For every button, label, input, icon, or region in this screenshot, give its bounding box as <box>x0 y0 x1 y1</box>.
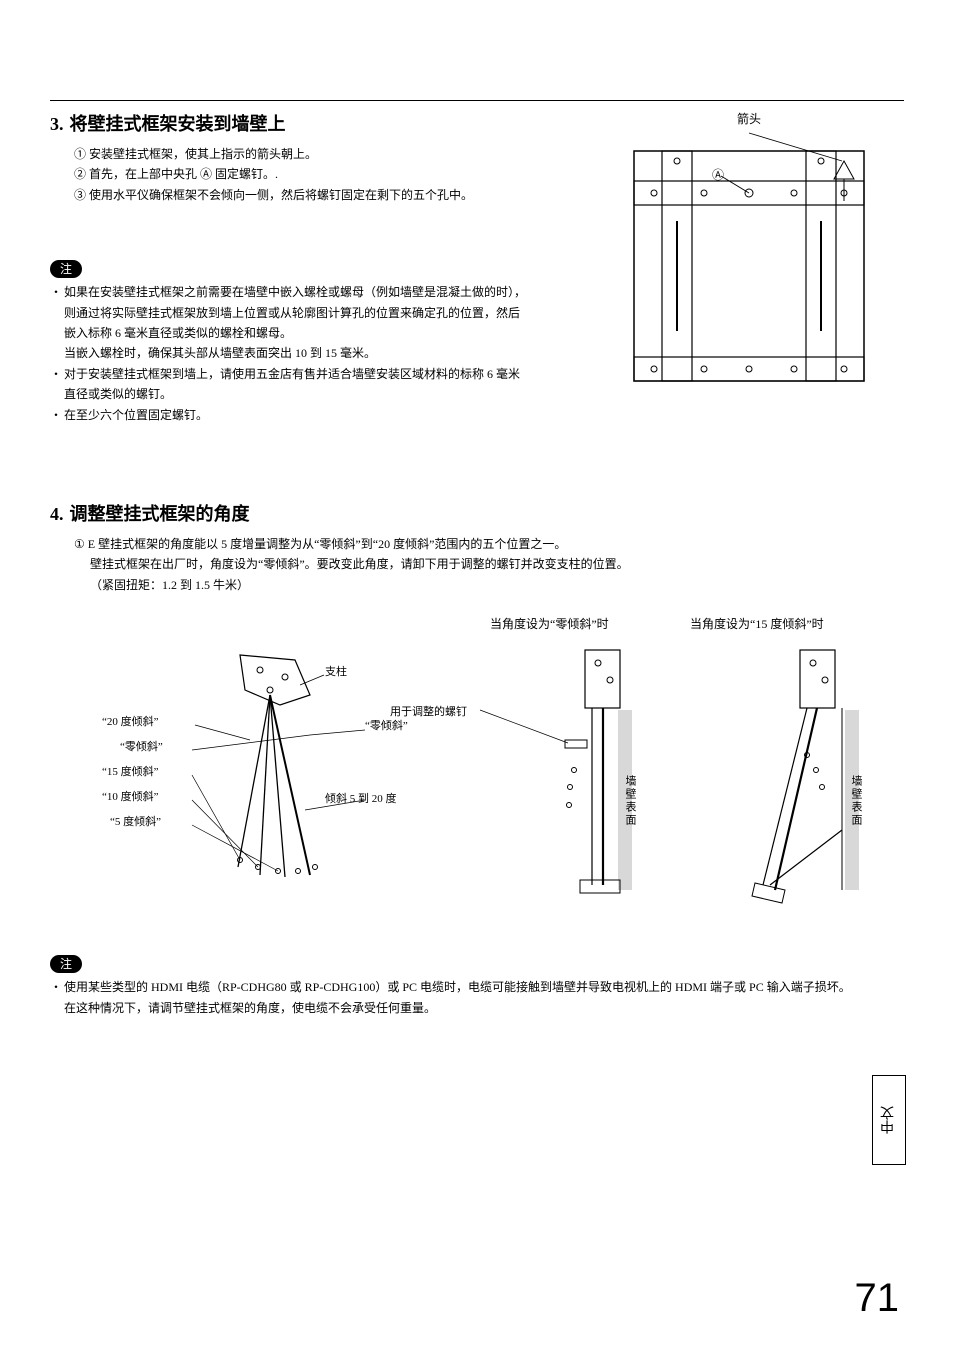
section-3-text: 3. 将壁挂式框架安装到墙壁上 ① 安装壁挂式框架，使其上指示的箭头朝上。 ② 首… <box>50 110 530 425</box>
step-marker-3: ③ <box>74 188 86 202</box>
section-4-figures: 当角度设为“零倾斜”时 当角度设为“15 度倾斜”时 <box>50 615 904 935</box>
label-range: 倾斜 5 到 20 度 <box>325 790 397 806</box>
label-tilt0a: “零倾斜” <box>365 717 408 733</box>
section-4-notes: 使用某些类型的 HDMI 电缆（RP-CDHG80 或 RP-CDHG100）或… <box>64 977 904 1018</box>
section-3-figure: 箭头 Ⓐ <box>604 110 894 406</box>
note-1-3: 在至少六个位置固定螺钉。 <box>64 405 530 425</box>
bracket-front-diagram: Ⓐ <box>604 131 894 401</box>
sec4-step-line1: E 壁挂式框架的角度能以 5 度增量调整为从“零倾斜”到“20 度倾斜”范围内的… <box>88 537 567 551</box>
note-1-3-text: 在至少六个位置固定螺钉。 <box>64 408 208 422</box>
page-content: 3. 将壁挂式框架安装到墙壁上 ① 安装壁挂式框架，使其上指示的箭头朝上。 ② 首… <box>50 80 904 1311</box>
label-pillar: 支柱 <box>325 663 347 679</box>
section-4-number: 4. <box>50 504 64 524</box>
fig-caption-zero: 当角度设为“零倾斜”时 <box>490 615 609 632</box>
step-marker-2: ② <box>74 167 86 181</box>
step-3-text: 使用水平仪确保框架不会倾向一侧，然后将螺钉固定在剩下的五个孔中。 <box>89 188 473 202</box>
fig-caption-fifteen: 当角度设为“15 度倾斜”时 <box>690 615 824 632</box>
step-1: ① 安装壁挂式框架，使其上指示的箭头朝上。 <box>74 144 530 164</box>
note-2-1: 使用某些类型的 HDMI 电缆（RP-CDHG80 或 RP-CDHG100）或… <box>64 977 904 1018</box>
note-1-1-text: 如果在安装壁挂式框架之前需要在墙壁中嵌入螺栓或螺母（例如墙壁是混凝土做的时），则… <box>64 285 526 360</box>
note-1-2-text: 对于安装壁挂式框架到墙上，请使用五金店有售并适合墙壁安装区域材料的标称 6 毫米… <box>64 367 520 401</box>
section-3-number: 3. <box>50 114 64 134</box>
sec4-step-line3: （紧固扭矩：1.2 到 1.5 牛米） <box>90 575 249 595</box>
section-3-notes: 如果在安装壁挂式框架之前需要在墙壁中嵌入螺栓或螺母（例如墙壁是混凝土做的时），则… <box>64 282 530 425</box>
section-4-step: ① E 壁挂式框架的角度能以 5 度增量调整为从“零倾斜”到“20 度倾斜”范围… <box>74 534 904 595</box>
note-1-1: 如果在安装壁挂式框架之前需要在墙壁中嵌入螺栓或螺母（例如墙壁是混凝土做的时），则… <box>64 282 530 364</box>
sec4-step-1: ① E 壁挂式框架的角度能以 5 度增量调整为从“零倾斜”到“20 度倾斜”范围… <box>74 534 904 595</box>
step-marker-1: ① <box>74 147 86 161</box>
label-tilt0b: “零倾斜” <box>120 738 163 754</box>
label-tilt10: “10 度倾斜” <box>102 788 159 804</box>
note-badge-2: 注 <box>50 955 82 973</box>
sec4-step-line2: 壁挂式框架在出厂时，角度设为“零倾斜”。要改变此角度，请卸下用于调整的螺钉并改变… <box>90 554 629 574</box>
wall-surface-label-b: 墙壁表面 <box>622 775 638 827</box>
language-tab: 中文 <box>872 1075 906 1165</box>
step-3: ③ 使用水平仪确保框架不会倾向一侧，然后将螺钉固定在剩下的五个孔中。 <box>74 185 530 205</box>
section-3-title: 3. 将壁挂式框架安装到墙壁上 <box>50 110 530 136</box>
section-3-steps: ① 安装壁挂式框架，使其上指示的箭头朝上。 ② 首先，在上部中央孔 Ⓐ 固定螺钉… <box>74 144 530 205</box>
tilt-diagram-fifteen: 墙壁表面 <box>680 635 870 920</box>
tilt-diagram-zero: 用于调整的螺钉 <box>470 635 660 920</box>
section-3-heading: 将壁挂式框架安装到墙壁上 <box>70 114 286 134</box>
label-tilt15: “15 度倾斜” <box>102 763 159 779</box>
section-4-title: 4. 调整壁挂式框架的角度 <box>50 500 904 526</box>
language-tab-text: 中文 <box>879 1106 899 1134</box>
step-1-text: 安装壁挂式框架，使其上指示的箭头朝上。 <box>89 147 317 161</box>
page-number: 71 <box>855 1276 900 1321</box>
label-tilt5: “5 度倾斜” <box>110 813 161 829</box>
section-3: 3. 将壁挂式框架安装到墙壁上 ① 安装壁挂式框架，使其上指示的箭头朝上。 ② 首… <box>50 110 904 425</box>
marker-A-text: Ⓐ <box>712 168 724 182</box>
label-tilt20: “20 度倾斜” <box>102 713 159 729</box>
step-2: ② 首先，在上部中央孔 Ⓐ 固定螺钉。. <box>74 164 530 184</box>
note-1-2: 对于安装壁挂式框架到墙上，请使用五金店有售并适合墙壁安装区域材料的标称 6 毫米… <box>64 364 530 405</box>
section-4-heading: 调整壁挂式框架的角度 <box>70 504 250 524</box>
sec4-step-marker: ① <box>74 537 85 551</box>
arrow-label: 箭头 <box>604 110 894 127</box>
wall-surface-label-c: 墙壁表面 <box>848 775 864 827</box>
note-badge-1: 注 <box>50 260 82 278</box>
step-2-text: 首先，在上部中央孔 Ⓐ 固定螺钉。. <box>89 167 278 181</box>
note-2-1-text: 使用某些类型的 HDMI 电缆（RP-CDHG80 或 RP-CDHG100）或… <box>64 980 851 1014</box>
section-4: 4. 调整壁挂式框架的角度 ① E 壁挂式框架的角度能以 5 度增量调整为从“零倾… <box>50 500 904 1018</box>
tilt-diagram-left: “20 度倾斜” “零倾斜” “15 度倾斜” “10 度倾斜” “5 度倾斜”… <box>110 635 410 920</box>
label-adjust-screw: 用于调整的螺钉 <box>390 703 467 719</box>
